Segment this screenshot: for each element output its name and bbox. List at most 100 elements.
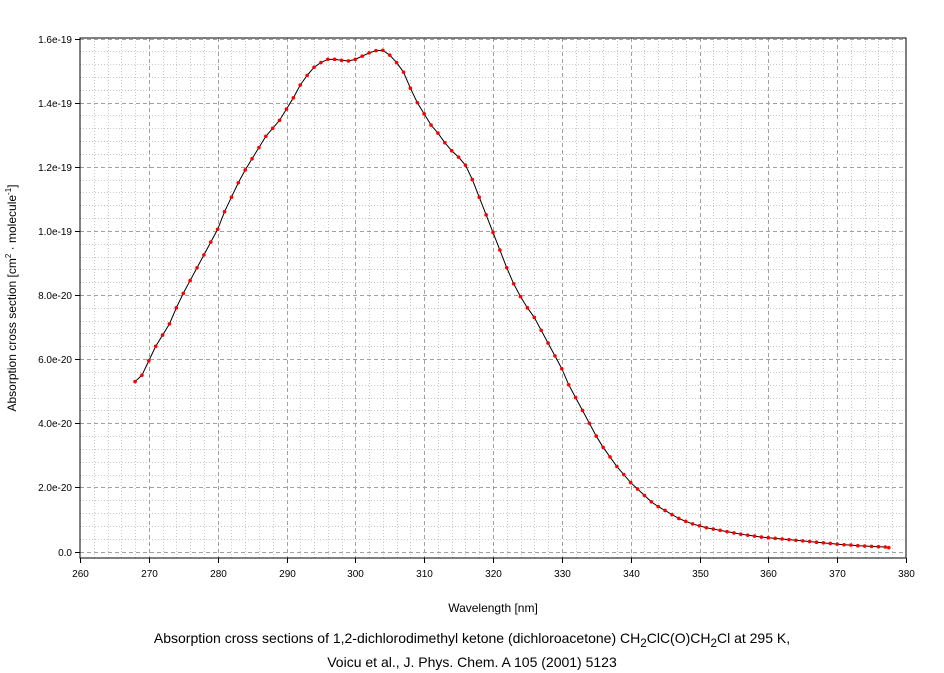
data-point [869, 544, 874, 549]
data-point [642, 493, 647, 498]
caption-mid: ClC(O)CH [646, 630, 711, 646]
y-axis-title-prefix: Absorption cross section [cm [5, 258, 19, 411]
x-tick-label: 320 [485, 569, 502, 580]
data-point [842, 542, 846, 547]
data-point [429, 123, 433, 127]
x-tick-label: 270 [141, 569, 158, 580]
y-axis-title-suffix: ] [5, 184, 19, 187]
data-point [133, 379, 137, 384]
y-axis-title-sup2: -1 [4, 187, 13, 195]
data-point [883, 545, 888, 549]
data-point [484, 213, 488, 217]
data-point [332, 57, 337, 62]
data-point [800, 539, 805, 543]
caption-line-1: Absorption cross sections of 1,2-dichlor… [0, 630, 944, 650]
data-point [264, 134, 268, 139]
data-point [202, 253, 206, 257]
data-point [181, 291, 186, 296]
data-point [532, 315, 537, 320]
y-tick-label: 8.0e-20 [38, 291, 72, 302]
data-point [243, 168, 247, 172]
data-point [752, 534, 757, 538]
data-point [408, 86, 413, 90]
data-point [649, 500, 654, 504]
y-tick-label: 6.0e-20 [38, 355, 72, 366]
data-point [697, 524, 702, 528]
data-point [250, 156, 254, 161]
data-point [415, 100, 420, 105]
data-point [601, 445, 605, 450]
data-point [305, 73, 309, 78]
data-point [670, 512, 674, 517]
x-tick-label: 330 [554, 569, 571, 580]
data-point [683, 519, 688, 524]
data-point [677, 516, 681, 521]
x-axis-title: Wavelength [nm] [448, 601, 538, 615]
data-point [222, 209, 227, 214]
data-point [339, 58, 344, 63]
data-point [886, 545, 891, 550]
y-tick-label: 1.2e-19 [38, 163, 72, 174]
data-point [718, 528, 722, 533]
data-point [546, 341, 550, 345]
data-point [518, 294, 523, 299]
data-point [835, 542, 839, 546]
y-tick-label: 1.0e-19 [38, 227, 72, 238]
data-point [739, 532, 743, 536]
data-point [876, 544, 881, 549]
data-point [856, 543, 860, 548]
data-point [326, 57, 330, 62]
data-point [456, 155, 461, 159]
y-axis-title-sup1: 2 [4, 253, 13, 258]
data-point [745, 533, 750, 537]
data-point [780, 537, 784, 541]
data-point [208, 240, 213, 244]
data-point [236, 180, 241, 185]
data-point [387, 53, 392, 57]
data-point [560, 366, 564, 371]
data-point [477, 195, 482, 200]
data-point [215, 227, 220, 232]
y-tick-label: 2.0e-20 [38, 483, 72, 494]
data-point [553, 354, 557, 358]
caption-sub-2: 2 [710, 636, 717, 650]
data-point [504, 265, 509, 270]
data-point [807, 539, 812, 544]
data-point [594, 434, 599, 438]
y-axis: 0.0 2.0e-20 4.0e-20 6.0e-20 8.0e-20 1.0e-19 1.… [38, 35, 80, 559]
x-tick-label: 290 [279, 569, 296, 580]
x-tick-label: 340 [623, 569, 640, 580]
data-point [257, 145, 261, 150]
data-point [401, 70, 406, 74]
caption-sub-1: 2 [640, 636, 647, 650]
x-axis: 260 270 280 290 300 310 320 330 340 350 360 370 380 [72, 558, 915, 580]
data-point [766, 535, 771, 540]
y-tick-label: 0.0 [58, 548, 72, 559]
data-point [436, 131, 440, 135]
data-point [463, 163, 468, 167]
data-point [188, 278, 192, 283]
caption-prefix: Absorption cross sections of 1,2-dichlor… [153, 630, 641, 646]
data-point [862, 544, 867, 548]
x-tick-label: 370 [829, 569, 846, 580]
data-point [615, 464, 619, 469]
data-point [580, 408, 585, 413]
data-point [381, 48, 385, 53]
data-point [814, 540, 819, 544]
data-point [704, 525, 709, 530]
data-point [621, 472, 626, 477]
caption-line-2: Voicu et al., J. Phys. Chem. A 105 (2001… [327, 654, 617, 670]
y-tick-label: 1.4e-19 [38, 99, 72, 110]
data-point [443, 140, 447, 145]
y-tick-label: 1.6e-19 [38, 35, 72, 46]
data-point [663, 508, 667, 513]
data-point [319, 60, 323, 65]
data-point [346, 59, 351, 63]
data-point [174, 306, 179, 310]
data-point [690, 522, 695, 526]
x-tick-label: 350 [692, 569, 709, 580]
x-tick-label: 300 [347, 569, 364, 580]
data-point [312, 65, 316, 70]
data-point [849, 543, 853, 547]
